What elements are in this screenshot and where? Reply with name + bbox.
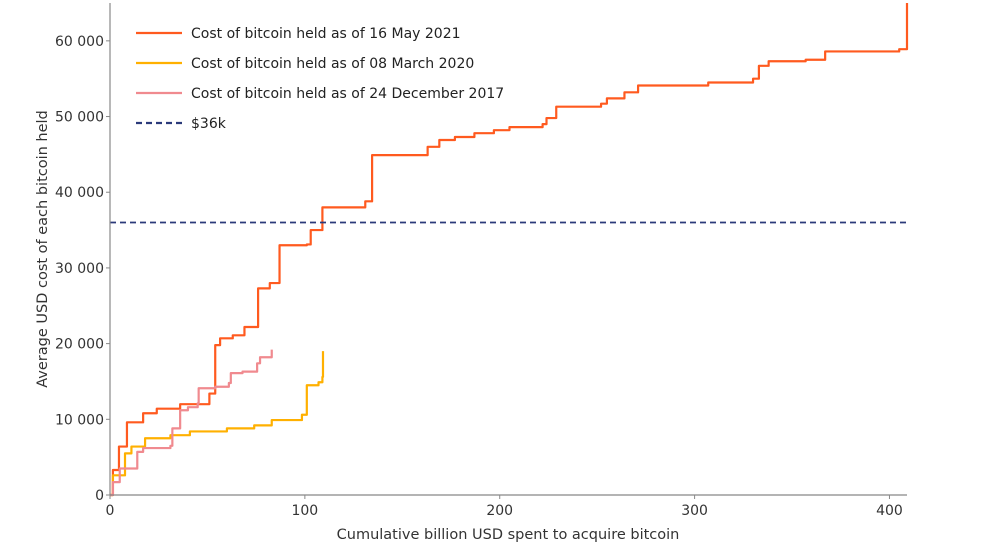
legend: Cost of bitcoin held as of 16 May 2021 Co… xyxy=(136,26,504,132)
series-lines xyxy=(110,3,909,497)
y-tick-label: 20 000 xyxy=(55,337,104,353)
series-line-0 xyxy=(110,3,909,497)
x-axis-label: Cumulative billion USD spent to acquire … xyxy=(337,527,680,543)
legend-label: Cost of bitcoin held as of 24 December 2… xyxy=(191,86,504,102)
y-tick-label: 10 000 xyxy=(55,412,104,428)
y-tick-label: 50 000 xyxy=(55,110,104,126)
y-tick-label: 30 000 xyxy=(55,261,104,277)
x-tick-label: 100 xyxy=(291,503,318,519)
legend-label: $36k xyxy=(191,116,227,132)
x-tick-label: 0 xyxy=(106,503,115,519)
legend-label: Cost of bitcoin held as of 16 May 2021 xyxy=(191,26,461,42)
legend-label: Cost of bitcoin held as of 08 March 2020 xyxy=(191,56,474,72)
series-line-1 xyxy=(110,351,325,497)
y-ticks: 0 10 000 20 000 30 000 40 000 50 000 60 000 xyxy=(55,34,110,504)
y-axis-label: Average USD cost of each bitcoin held xyxy=(35,110,51,388)
x-ticks: 0 100 200 300 400 xyxy=(106,495,903,519)
series-line-2 xyxy=(110,349,273,497)
y-tick-label: 60 000 xyxy=(55,34,104,50)
x-tick-label: 300 xyxy=(681,503,708,519)
y-tick-label: 40 000 xyxy=(55,185,104,201)
x-tick-label: 400 xyxy=(876,503,903,519)
y-tick-label: 0 xyxy=(95,488,104,504)
x-tick-label: 200 xyxy=(486,503,513,519)
